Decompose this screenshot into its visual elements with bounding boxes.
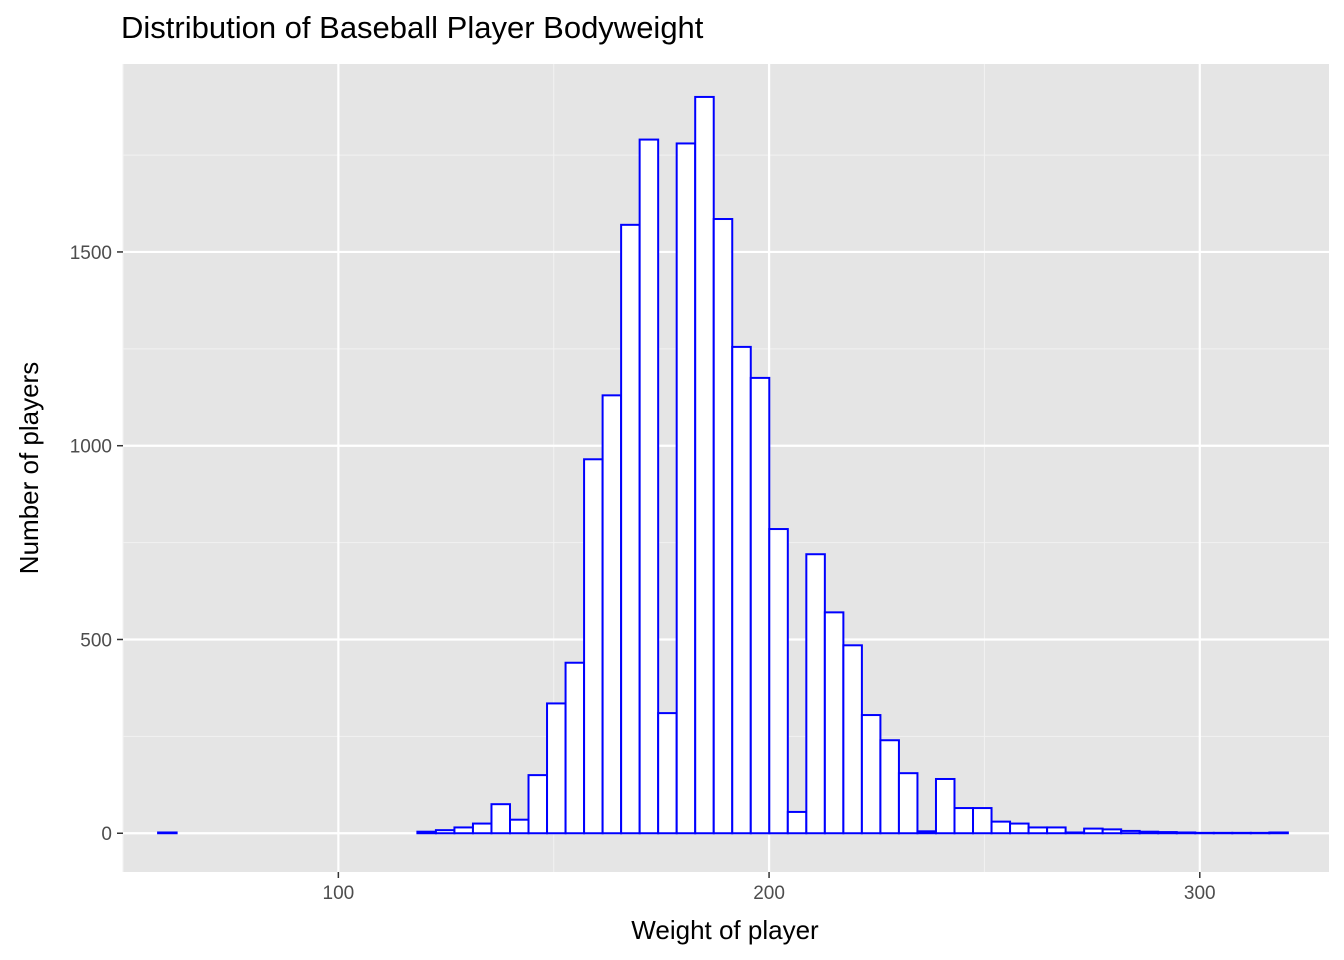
x-axis: 100 200 300 [323, 872, 1216, 904]
histogram-bar [749, 376, 771, 835]
histogram-bar [564, 661, 586, 835]
histogram-bar [1027, 826, 1049, 835]
histogram-bar [657, 712, 678, 835]
histogram-bar [508, 818, 530, 835]
histogram-bar [842, 644, 863, 835]
histogram-bar [916, 830, 937, 835]
histogram-bar [490, 803, 511, 835]
histogram-bar [1009, 822, 1030, 835]
histogram-bar [583, 458, 604, 835]
histogram-bar [453, 826, 474, 835]
histogram-bar [1138, 830, 1160, 835]
histogram-bar [712, 218, 734, 835]
histogram-bar [879, 739, 900, 835]
x-tick-label: 200 [753, 883, 785, 904]
histogram-bar [1046, 826, 1067, 835]
x-tick-label: 100 [323, 883, 355, 904]
histogram-bar [1175, 831, 1197, 835]
histogram-bar [527, 774, 549, 835]
histogram-bar [786, 810, 808, 835]
y-tick-label: 1000 [70, 437, 112, 458]
histogram-bar [546, 702, 567, 835]
histogram-bar [157, 831, 178, 835]
chart-title: Distribution of Baseball Player Bodyweig… [121, 10, 704, 45]
y-axis-title: Number of players [14, 362, 44, 574]
y-tick-label: 1500 [70, 243, 112, 264]
histogram-bar [731, 345, 752, 835]
histogram-bar [601, 394, 623, 835]
histogram-bar [1120, 829, 1141, 835]
histogram-bar [953, 807, 975, 835]
histogram-bar [434, 829, 456, 835]
histogram-bar [1083, 827, 1104, 835]
histogram-bar [638, 138, 660, 835]
histogram-bar [675, 142, 697, 835]
y-tick-label: 0 [101, 824, 112, 845]
x-tick-label: 300 [1184, 883, 1216, 904]
histogram-bar [471, 822, 493, 835]
histogram-bar [768, 528, 789, 835]
histogram-bar [934, 777, 956, 835]
histogram-bar [1268, 831, 1289, 835]
x-axis-title: Weight of player [631, 915, 819, 945]
histogram-bar [1101, 828, 1123, 835]
histogram-bar [823, 611, 845, 835]
histogram-bar [805, 553, 826, 835]
histogram-bar [860, 714, 882, 835]
histogram-bar [416, 830, 437, 835]
histogram-bar [694, 95, 715, 835]
histogram-bar [972, 807, 993, 835]
histogram-bar [1064, 831, 1086, 835]
y-axis: 0 500 1000 1500 [70, 243, 123, 845]
histogram-bars [157, 95, 1289, 835]
histogram-bar [897, 772, 919, 835]
histogram-bar [620, 223, 641, 835]
histogram-bar [1157, 831, 1178, 835]
histogram-bar [990, 820, 1012, 835]
y-tick-label: 500 [80, 630, 112, 651]
